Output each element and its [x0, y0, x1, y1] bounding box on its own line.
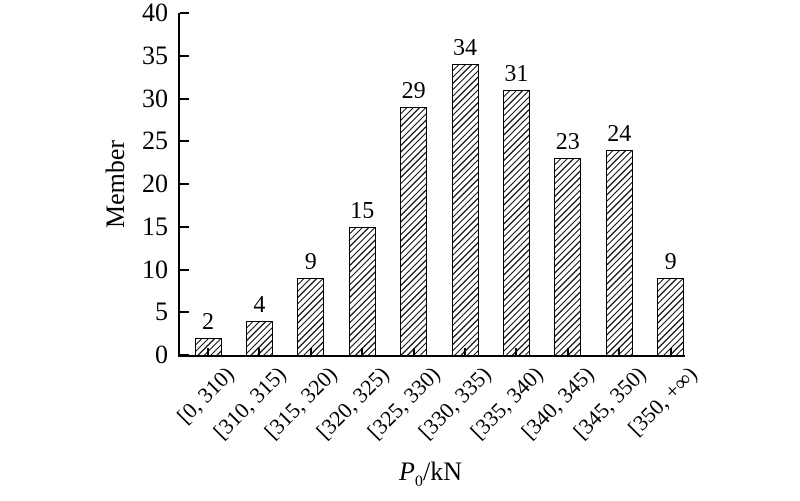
y-axis-tick	[180, 54, 189, 57]
bar-value-label: 24	[607, 120, 632, 147]
y-tick-label: 40	[142, 0, 168, 27]
x-axis-tick	[207, 348, 209, 355]
y-tick-label: 10	[142, 254, 168, 284]
y-axis-tick	[180, 354, 189, 356]
bar-value-label: 2	[202, 308, 214, 335]
bar	[348, 226, 376, 355]
y-tick-label: 5	[155, 297, 168, 327]
bar-value-label: 29	[401, 78, 426, 105]
x-axis-title-unit: /kN	[422, 457, 462, 486]
y-tick-label: 30	[142, 83, 168, 113]
x-axis-title-subscript: 0	[414, 473, 423, 491]
y-tick-label: 0	[155, 340, 168, 369]
x-axis-tick	[309, 348, 312, 355]
x-axis-tick	[618, 348, 621, 355]
y-tick-label: 15	[142, 211, 168, 241]
y-axis-tick	[180, 311, 189, 314]
x-axis-tick	[669, 348, 672, 355]
plot-area: 2 4 9 15 29 34 31 23 24 9	[178, 12, 685, 357]
bar	[657, 278, 685, 355]
x-axis-tick	[258, 348, 261, 355]
bar	[605, 149, 633, 355]
bar	[297, 278, 325, 355]
y-tick-label: 35	[142, 40, 168, 70]
bar-value-label: 4	[253, 291, 266, 318]
bar	[554, 158, 582, 355]
x-axis-title: P0/kN	[178, 457, 683, 491]
y-axis-tick	[180, 268, 189, 271]
bar-value-label: 9	[304, 249, 317, 276]
bar-value-label: 9	[664, 249, 677, 276]
x-axis-tick	[361, 348, 364, 355]
x-axis-tick	[464, 348, 466, 355]
y-axis-title: Member	[101, 139, 130, 229]
bar	[451, 64, 479, 355]
y-axis-tick	[180, 97, 189, 100]
bar-value-label: 23	[555, 129, 580, 156]
bar	[194, 337, 222, 355]
bar-value-label: 34	[453, 35, 477, 62]
x-axis-tick	[566, 348, 569, 355]
x-axis-tick	[515, 348, 518, 355]
bar-value-label: 31	[504, 60, 529, 87]
bar-value-label: 15	[350, 197, 375, 224]
bar	[502, 89, 530, 355]
y-tick-label: 20	[142, 169, 168, 198]
x-axis-tick	[412, 348, 415, 355]
y-axis-tick	[180, 183, 189, 185]
y-axis-tick	[180, 225, 189, 228]
bar	[400, 107, 428, 355]
y-axis-tick	[180, 140, 189, 143]
x-axis-title-variable: P	[399, 457, 415, 486]
y-axis-tick	[180, 12, 189, 14]
y-tick-label: 25	[142, 126, 168, 156]
